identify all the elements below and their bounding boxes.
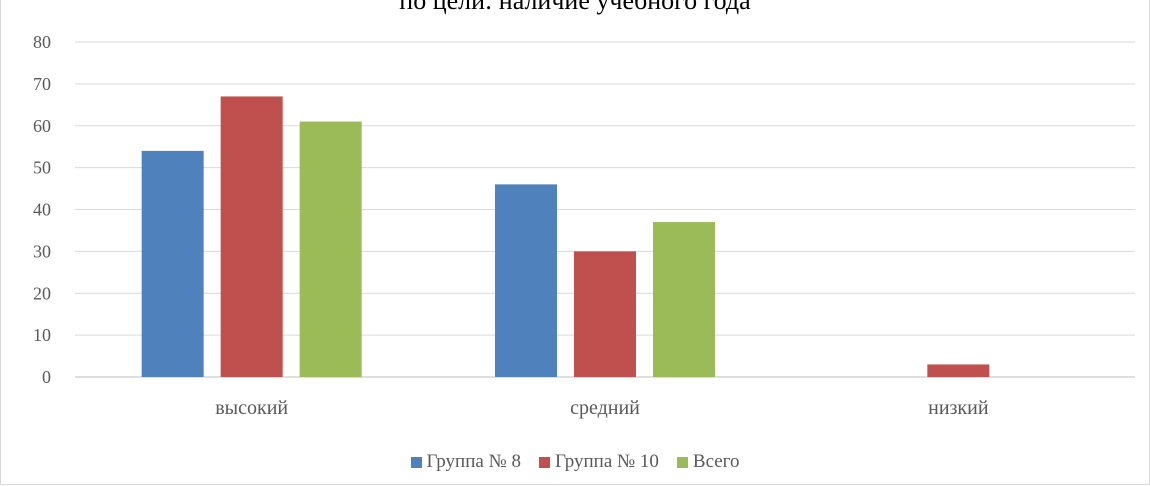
bar-group-10-1: [574, 251, 636, 377]
bar-chart: 0 10 20 30 40 50 60 70 80 высокий средний низкий: [33, 32, 1135, 419]
y-tick-label: 20: [33, 283, 51, 303]
y-tick-label: 70: [33, 74, 51, 94]
legend-label-group-10: Группа № 10: [554, 451, 659, 472]
y-tick-label: 50: [33, 158, 51, 178]
y-tick-label: 30: [33, 241, 51, 261]
bar-total-0: [299, 121, 362, 377]
bar-group-10-0: [220, 96, 283, 377]
bar-total-1: [653, 222, 715, 377]
chart-title: по цели: наличие учебного года: [399, 0, 751, 15]
legend-item-group-8: Группа № 8: [410, 451, 521, 473]
bar-group-8-1: [495, 184, 557, 377]
bar-group-10-2: [927, 364, 990, 377]
category-label: высокий: [215, 397, 288, 419]
y-tick-label: 80: [33, 32, 51, 52]
category-label: низкий: [928, 397, 989, 419]
y-tick-label: 60: [33, 116, 51, 136]
legend-label-total: Всего: [692, 451, 740, 472]
y-tick-label: 10: [33, 325, 51, 345]
category-label: средний: [570, 397, 640, 419]
bar-group-8-0: [141, 150, 204, 377]
y-tick-label: 0: [42, 367, 51, 387]
y-tick-label: 40: [33, 200, 51, 220]
legend: Группа № 8 Группа № 10 Всего: [1, 451, 1149, 473]
legend-item-total: Всего: [676, 451, 740, 473]
legend-swatch-group-8: [410, 456, 422, 468]
legend-swatch-total: [676, 456, 688, 468]
legend-label-group-8: Группа № 8: [426, 451, 521, 472]
legend-swatch-group-10: [538, 456, 550, 468]
legend-item-group-10: Группа № 10: [538, 451, 659, 473]
